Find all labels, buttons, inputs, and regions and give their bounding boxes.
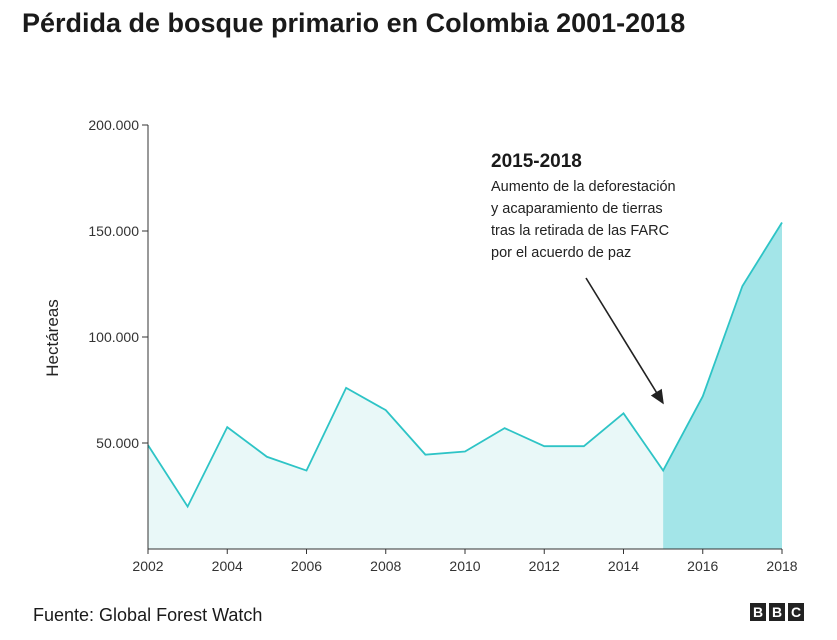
- x-tick-label: 2012: [529, 558, 560, 574]
- annotation-title: 2015-2018: [491, 151, 582, 172]
- y-tick-label: 200.000: [88, 117, 139, 133]
- annotation-line: tras la retirada de las FARC: [491, 223, 669, 239]
- logo-letter: C: [788, 603, 804, 621]
- x-tick-label: 2014: [608, 558, 639, 574]
- y-tick-label: 150.000: [88, 223, 139, 239]
- area-fill-highlight-2015-2018: [663, 222, 782, 549]
- x-tick-label: 2018: [766, 558, 797, 574]
- area-fill-2002-2015: [148, 387, 664, 549]
- bbc-logo: B B C: [750, 603, 804, 621]
- series-line: [147, 222, 783, 509]
- x-tick-label: 2008: [370, 558, 401, 574]
- annotation-line: y acaparamiento de tierras: [491, 201, 663, 217]
- annotation-arrow: [585, 277, 664, 405]
- y-axis: 50.000 100.000 150.000 200.000: [88, 117, 149, 549]
- source-note: Fuente: Global Forest Watch: [33, 605, 263, 625]
- logo-letter: B: [769, 603, 785, 621]
- annotation: 2015-2018 Aumento de la deforestación y …: [491, 151, 676, 405]
- y-tick-label: 50.000: [96, 435, 139, 451]
- annotation-line: Aumento de la deforestación: [491, 179, 676, 195]
- x-tick-label: 2006: [291, 558, 322, 574]
- y-axis-title: Hectáreas: [43, 299, 62, 376]
- x-axis: 2002 2004 2006 2008 2010 2012 2014 2016 2018: [132, 548, 798, 574]
- y-tick-label: 100.000: [88, 329, 139, 345]
- x-tick-label: 2002: [132, 558, 163, 574]
- annotation-line: por el acuerdo de paz: [491, 245, 631, 261]
- chart-title: Pérdida de bosque primario en Colombia 2…: [22, 8, 686, 38]
- x-tick-label: 2016: [687, 558, 718, 574]
- x-tick-label: 2004: [212, 558, 243, 574]
- logo-letter: B: [750, 603, 766, 621]
- x-tick-label: 2010: [449, 558, 480, 574]
